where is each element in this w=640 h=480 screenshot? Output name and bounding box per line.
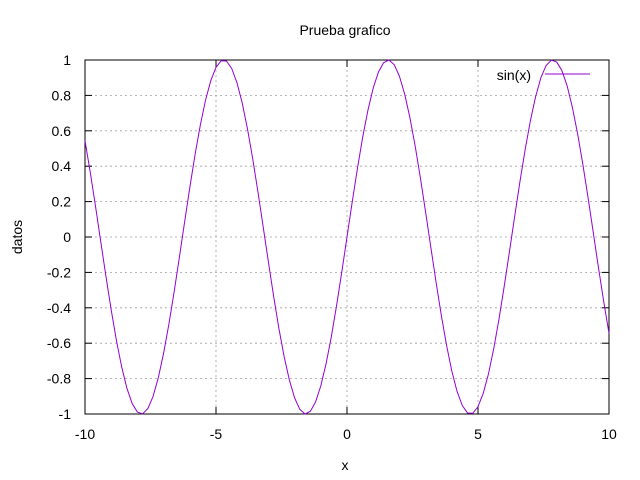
legend: sin(x)	[497, 67, 590, 83]
x-tick-label: 5	[474, 426, 482, 442]
series-layer	[84, 59, 610, 415]
series-line-sin-x	[84, 59, 610, 415]
y-tick-label: -0.2	[47, 264, 71, 280]
y-tick-label: -0.6	[47, 335, 71, 351]
x-tick-label: -10	[75, 426, 95, 442]
x-tick-label: 0	[343, 426, 351, 442]
x-tick-label: -5	[210, 426, 223, 442]
y-tick-label: -0.4	[47, 300, 71, 316]
y-tick-label: 0.4	[52, 158, 72, 174]
y-tick-label: -0.8	[47, 371, 71, 387]
y-tick-label: 0.8	[52, 87, 72, 103]
y-axis-label: datos	[9, 220, 25, 254]
y-tick-label: 1	[63, 52, 71, 68]
y-tick-label: -1	[59, 406, 72, 422]
chart-title: Prueba grafico	[299, 22, 390, 38]
grid-lines	[85, 60, 609, 414]
legend-label-sin-x: sin(x)	[497, 67, 531, 83]
y-tick-label: 0.2	[52, 194, 72, 210]
x-tick-labels: -10 -5 0 5 10	[75, 426, 617, 442]
y-tick-label: 0	[63, 229, 71, 245]
x-tick-label: 10	[601, 426, 617, 442]
y-tick-label: 0.6	[52, 123, 72, 139]
axis-ticks	[84, 59, 610, 415]
x-axis-label: x	[342, 457, 349, 473]
y-tick-labels: -1 -0.8 -0.6 -0.4 -0.2 0 0.2 0.4 0.6 0.8 1	[47, 52, 71, 422]
